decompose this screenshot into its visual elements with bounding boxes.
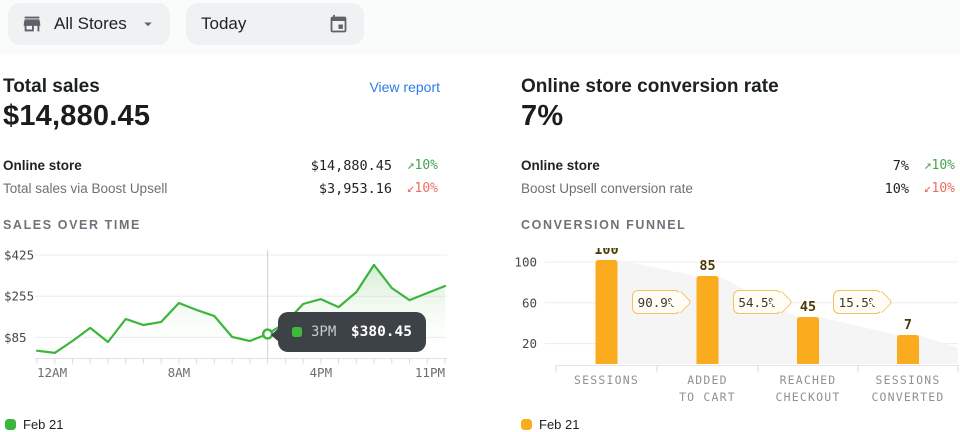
conversion-rate-panel: Online store conversion rate 7% Online s… (510, 70, 960, 432)
delta-up-badge: ↗10% (923, 158, 955, 173)
metric-value: 10% (884, 180, 909, 197)
date-selector[interactable]: Today (186, 3, 364, 45)
legend-swatch-icon (521, 419, 532, 430)
svg-text:$255: $255 (4, 289, 34, 304)
storefront-icon (23, 16, 41, 32)
svg-text:7: 7 (904, 317, 912, 333)
arrow-down-icon: ↙ (406, 181, 415, 196)
chevron-down-icon (144, 22, 152, 27)
conversion-badge: 54.5% (732, 290, 782, 314)
svg-text:ADDED: ADDED (687, 373, 728, 387)
total-sales-value: $14,880.45 (3, 100, 151, 132)
delta-down-badge: ↙10% (923, 181, 955, 196)
metric-row-online-store: Online store $14,880.45 ↗10% (3, 154, 438, 177)
bars: 100 85 45 7 (594, 248, 919, 364)
tooltip-value: $380.45 (350, 324, 412, 340)
legend-swatch-icon (5, 419, 16, 430)
svg-text:SESSIONS: SESSIONS (876, 373, 941, 387)
store-selector[interactable]: All Stores (8, 3, 170, 45)
metric-value: $14,880.45 (310, 157, 392, 174)
svg-text:20: 20 (522, 336, 537, 351)
conversion-rate-value: 7% (521, 100, 564, 132)
svg-text:100: 100 (514, 255, 537, 270)
conversion-breakdown: Online store 7% ↗10% Boost Upsell conver… (521, 154, 955, 200)
conversion-funnel-heading: CONVERSION FUNNEL (521, 218, 687, 232)
svg-text:45: 45 (800, 299, 816, 315)
svg-text:12AM: 12AM (37, 365, 67, 380)
svg-text:100: 100 (594, 248, 618, 258)
series-line (35, 263, 447, 354)
metric-row-boost-upsell: Total sales via Boost Upsell $3,953.16 ↙… (3, 177, 438, 200)
page-title-conversion-rate: Online store conversion rate (521, 76, 779, 97)
topbar: All Stores Today (0, 0, 960, 55)
arrow-up-icon: ↗ (923, 158, 932, 173)
total-sales-breakdown: Online store $14,880.45 ↗10% Total sales… (3, 154, 438, 200)
metric-value: 7% (892, 157, 909, 174)
funnel-bar (797, 317, 819, 364)
svg-text:CHECKOUT: CHECKOUT (776, 390, 841, 404)
conversion-badge: 15.5% (833, 290, 882, 314)
funnel-chart-legend: Feb 21 (521, 417, 579, 432)
series-swatch-icon (292, 327, 302, 337)
store-selector-label: All Stores (54, 14, 127, 33)
arrow-down-icon: ↙ (923, 181, 932, 196)
calendar-icon (330, 14, 347, 32)
svg-text:$425: $425 (4, 248, 34, 263)
funnel-bar (897, 335, 919, 364)
metric-label: Online store (521, 158, 600, 173)
date-selector-label: Today (201, 14, 247, 33)
svg-text:60: 60 (522, 295, 537, 310)
funnel-bar (696, 276, 719, 364)
conversion-badge: 90.9% (632, 290, 681, 314)
metric-row-online-store: Online store 7% ↗10% (521, 154, 955, 177)
svg-text:SESSIONS: SESSIONS (574, 373, 639, 387)
metric-label: Online store (3, 158, 82, 173)
chart-tooltip: 3PM $380.45 (271, 312, 426, 352)
svg-text:8AM: 8AM (168, 365, 191, 380)
conversion-funnel-chart[interactable]: 100 60 20 100 85 45 7 SESSIONS ADDED TO CART REACH… (510, 248, 960, 408)
metric-row-boost-upsell: Boost Upsell conversion rate 10% ↙10% (521, 177, 955, 200)
svg-text:4PM: 4PM (310, 365, 333, 380)
sales-chart-legend: Feb 21 (5, 417, 63, 432)
delta-down-badge: ↙10% (406, 181, 438, 196)
svg-text:85: 85 (699, 258, 715, 274)
metric-label: Total sales via Boost Upsell (3, 181, 168, 196)
svg-text:CONVERTED: CONVERTED (871, 390, 944, 404)
metric-label: Boost Upsell conversion rate (521, 181, 693, 196)
metric-value: $3,953.16 (318, 180, 392, 197)
view-report-link[interactable]: View report (369, 79, 440, 95)
svg-text:REACHED: REACHED (780, 373, 837, 387)
legend-label: Feb 21 (539, 417, 580, 432)
svg-text:TO CART: TO CART (679, 390, 736, 404)
delta-up-badge: ↗10% (406, 158, 438, 173)
arrow-up-icon: ↗ (406, 158, 415, 173)
svg-text:$85: $85 (4, 330, 27, 345)
funnel-bar (595, 260, 618, 364)
svg-text:11PM: 11PM (415, 365, 445, 380)
page-title-total-sales: Total sales (3, 76, 100, 97)
sales-over-time-heading: SALES OVER TIME (3, 218, 141, 232)
total-sales-panel: Total sales View report $14,880.45 Onlin… (2, 70, 448, 432)
legend-label: Feb 21 (23, 417, 64, 432)
tooltip-time: 3PM (311, 324, 337, 340)
